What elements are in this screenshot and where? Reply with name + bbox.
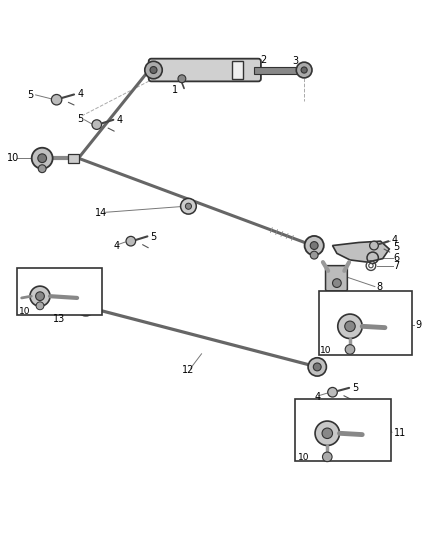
- Circle shape: [92, 120, 102, 130]
- Text: 5: 5: [150, 232, 157, 242]
- Circle shape: [38, 154, 46, 163]
- Circle shape: [301, 67, 307, 73]
- Polygon shape: [332, 241, 389, 262]
- Text: 5: 5: [352, 383, 358, 393]
- Text: 10: 10: [19, 308, 31, 317]
- Text: 8: 8: [376, 282, 382, 293]
- Circle shape: [35, 292, 44, 301]
- Circle shape: [322, 452, 332, 462]
- Circle shape: [296, 62, 312, 78]
- Circle shape: [322, 428, 332, 439]
- Bar: [318, 292, 413, 354]
- Text: 5: 5: [77, 114, 83, 124]
- Text: 13: 13: [53, 314, 65, 324]
- Bar: [295, 399, 391, 461]
- Circle shape: [32, 148, 53, 169]
- Circle shape: [185, 203, 191, 209]
- Text: 2: 2: [261, 55, 267, 66]
- Circle shape: [150, 67, 157, 74]
- Circle shape: [180, 198, 196, 214]
- Bar: [254, 67, 304, 74]
- Circle shape: [36, 302, 44, 310]
- Text: 5: 5: [394, 242, 400, 252]
- Text: 12: 12: [182, 365, 194, 375]
- FancyBboxPatch shape: [325, 265, 347, 291]
- Circle shape: [332, 279, 341, 287]
- Text: 10: 10: [320, 346, 332, 355]
- Text: 10: 10: [297, 453, 309, 462]
- Circle shape: [304, 236, 324, 255]
- FancyBboxPatch shape: [149, 59, 261, 82]
- Text: 11: 11: [394, 429, 406, 438]
- Circle shape: [126, 236, 136, 246]
- Text: 1: 1: [172, 85, 178, 95]
- Bar: [68, 154, 79, 163]
- Circle shape: [308, 358, 326, 376]
- Circle shape: [310, 241, 318, 249]
- Text: 7: 7: [394, 261, 400, 271]
- Circle shape: [345, 345, 355, 354]
- Text: 9: 9: [416, 320, 422, 330]
- Text: 5: 5: [27, 90, 33, 100]
- Text: 4: 4: [77, 90, 83, 100]
- Circle shape: [310, 251, 318, 259]
- Circle shape: [345, 321, 355, 332]
- Circle shape: [82, 303, 90, 311]
- Text: 3: 3: [292, 56, 298, 66]
- Text: 14: 14: [95, 208, 107, 218]
- Circle shape: [313, 363, 321, 371]
- Circle shape: [178, 75, 186, 83]
- Text: 6: 6: [394, 253, 400, 263]
- Circle shape: [145, 61, 162, 79]
- Circle shape: [338, 314, 362, 338]
- Bar: [17, 268, 102, 316]
- Circle shape: [51, 94, 62, 105]
- Text: 4: 4: [117, 115, 123, 125]
- Bar: [232, 61, 243, 79]
- Text: 4: 4: [392, 235, 398, 245]
- Circle shape: [38, 165, 46, 173]
- Circle shape: [370, 241, 378, 250]
- Text: 10: 10: [7, 153, 20, 163]
- Circle shape: [30, 286, 50, 306]
- Text: 4: 4: [314, 392, 320, 401]
- Circle shape: [77, 297, 95, 316]
- Circle shape: [328, 387, 337, 397]
- Circle shape: [315, 421, 339, 446]
- Text: 4: 4: [113, 240, 120, 251]
